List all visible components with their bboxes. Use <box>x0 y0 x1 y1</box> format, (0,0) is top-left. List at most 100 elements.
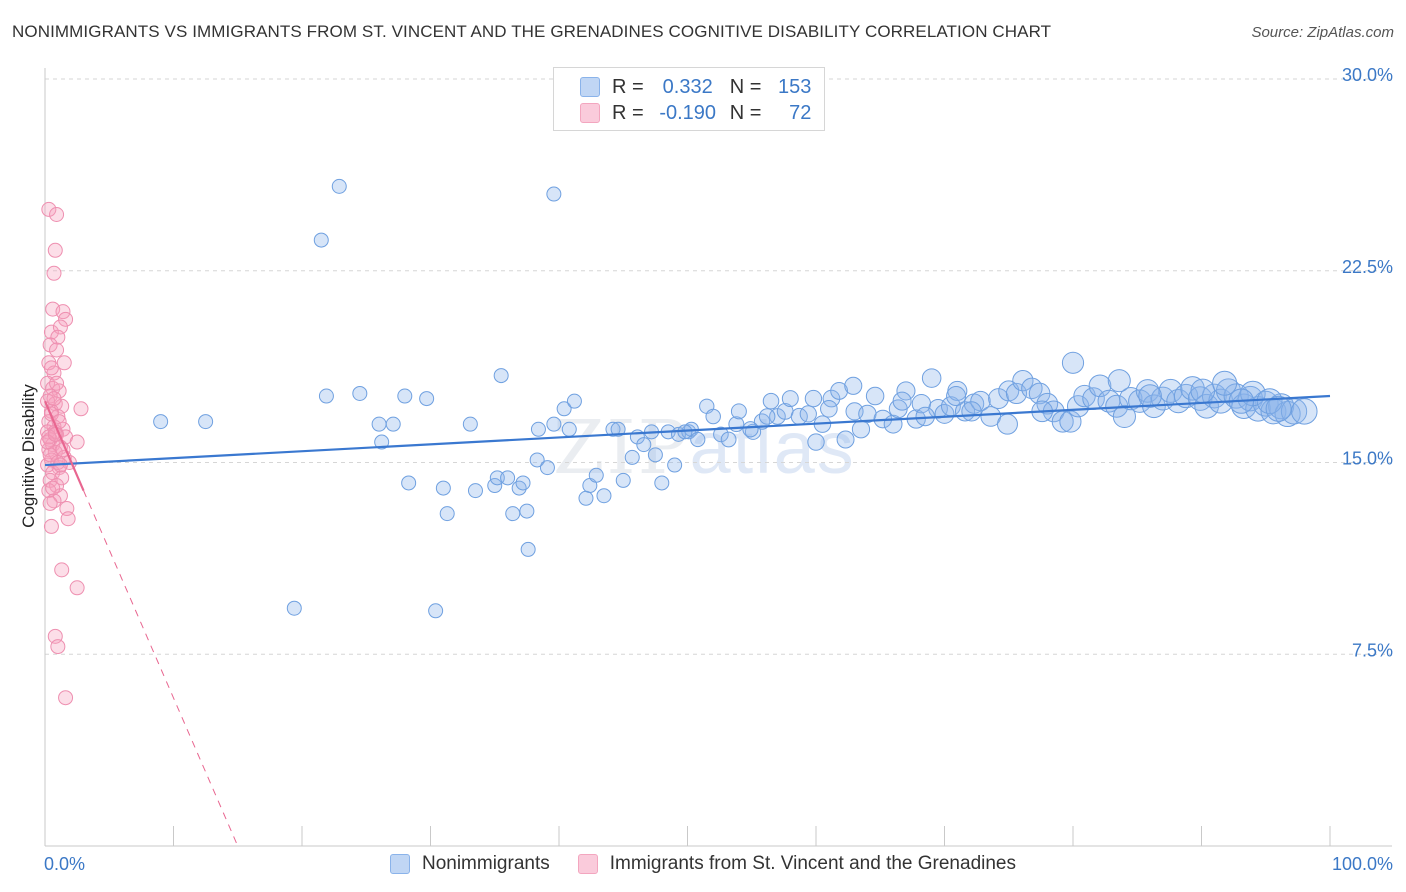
y-tick-label: 15.0% <box>1342 449 1393 469</box>
data-point-nonimmigrant <box>529 452 545 468</box>
data-point-nonimmigrant <box>830 381 849 400</box>
data-point-nonimmigrant <box>1012 370 1034 392</box>
data-point-nonimmigrant <box>556 401 572 417</box>
data-point-nonimmigrant <box>605 421 621 437</box>
correlation-legend: R = 0.332 N = 153 R = -0.190 N = 72 <box>553 67 825 131</box>
legend-n-value: 153 <box>778 75 812 98</box>
data-point-nonimmigrant <box>371 416 387 432</box>
data-point-nonimmigrant <box>153 414 169 430</box>
data-point-nonimmigrant <box>519 503 535 519</box>
data-point-nonimmigrant <box>198 414 214 430</box>
data-point-immigrant <box>43 518 59 534</box>
data-point-immigrant <box>46 391 62 407</box>
data-point-nonimmigrant <box>946 386 967 407</box>
trend-line-immigrants <box>83 490 239 847</box>
data-point-nonimmigrant <box>896 381 916 401</box>
data-point-immigrant <box>42 495 58 511</box>
data-point-nonimmigrant <box>374 434 390 450</box>
data-point-immigrant <box>43 360 59 376</box>
data-point-nonimmigrant <box>467 483 483 499</box>
legend-n-label: N = <box>729 75 762 98</box>
series-legend: Nonimmigrants Immigrants from St. Vincen… <box>0 851 1406 877</box>
legend-n-label: N = <box>729 101 762 124</box>
legend-row-nonimmigrants: R = 0.332 N = 153 <box>580 74 811 100</box>
data-point-nonimmigrant <box>804 389 823 408</box>
data-point-nonimmigrant <box>419 391 435 407</box>
source-label: Source: ZipAtlas.com <box>1251 24 1394 41</box>
data-point-immigrant <box>45 480 61 496</box>
data-point-nonimmigrant <box>313 232 329 248</box>
data-point-nonimmigrant <box>1194 393 1219 419</box>
trend-line-nonimmigrants <box>44 394 1331 467</box>
data-point-nonimmigrant <box>331 178 347 194</box>
y-tick-label: 22.5% <box>1342 257 1393 277</box>
data-point-immigrant <box>46 265 62 281</box>
data-point-immigrant <box>60 511 76 527</box>
data-point-nonimmigrant <box>961 401 982 422</box>
data-point-nonimmigrant <box>996 413 1018 435</box>
data-point-nonimmigrant <box>1158 378 1183 403</box>
trend-lines <box>43 394 1331 847</box>
data-point-nonimmigrant <box>758 408 776 425</box>
legend-label-nonimmigrants: Nonimmigrants <box>421 853 550 874</box>
data-point-nonimmigrant <box>505 506 521 522</box>
data-point-immigrant <box>54 562 70 578</box>
data-point-nonimmigrant <box>462 416 478 432</box>
data-point-nonimmigrant <box>401 475 417 491</box>
data-point-nonimmigrant <box>615 472 631 488</box>
data-point-nonimmigrant <box>1061 351 1085 374</box>
data-point-nonimmigrant <box>1265 395 1292 422</box>
data-point-immigrant <box>49 375 65 391</box>
data-point-nonimmigrant <box>1180 376 1205 401</box>
legend-swatch-pink <box>580 103 600 123</box>
data-point-nonimmigrant <box>799 405 817 423</box>
legend-row-immigrants: R = -0.190 N = 72 <box>580 100 811 126</box>
data-point-nonimmigrant <box>934 404 955 424</box>
data-point-immigrant <box>56 355 72 371</box>
data-point-nonimmigrant <box>439 506 455 522</box>
data-point-immigrant <box>69 580 85 596</box>
data-point-nonimmigrant <box>865 386 885 406</box>
data-point-nonimmigrant <box>385 416 401 432</box>
data-point-immigrant <box>58 311 74 327</box>
data-point-nonimmigrant <box>428 603 444 619</box>
data-point-nonimmigrant <box>352 385 368 401</box>
data-point-immigrant <box>69 434 85 450</box>
data-point-nonimmigrant <box>705 408 721 425</box>
data-point-nonimmigrant <box>762 392 780 410</box>
data-point-nonimmigrant <box>610 421 626 437</box>
data-point-nonimmigrant <box>397 388 413 404</box>
data-point-nonimmigrant <box>636 437 652 453</box>
y-axis-title: Cognitive Disability <box>19 384 38 528</box>
data-point-nonimmigrant <box>561 421 577 437</box>
data-point-nonimmigrant <box>435 480 451 496</box>
data-point-nonimmigrant <box>654 475 670 491</box>
data-point-nonimmigrant <box>493 368 509 384</box>
legend-r-label: R = <box>612 101 644 124</box>
data-point-immigrant <box>58 690 74 706</box>
data-point-immigrant <box>54 470 70 486</box>
legend-swatch-blue <box>580 77 600 97</box>
data-point-nonimmigrant <box>539 460 555 476</box>
data-point-nonimmigrant <box>988 388 1009 409</box>
data-point-immigrant <box>40 434 56 450</box>
x-tick-label: 100.0% <box>1332 854 1393 874</box>
legend-label-immigrants: Immigrants from St. Vincent and the Gren… <box>609 853 1016 874</box>
legend-item-nonimmigrants: Nonimmigrants <box>389 853 550 875</box>
data-point-nonimmigrant <box>667 457 683 473</box>
data-point-nonimmigrant <box>530 421 546 437</box>
nonimmigrants-points <box>153 178 1318 619</box>
data-point-nonimmigrant <box>807 433 825 451</box>
data-point-nonimmigrant <box>730 403 747 420</box>
data-point-immigrant <box>73 401 89 417</box>
data-point-nonimmigrant <box>690 431 706 448</box>
data-point-nonimmigrant <box>1291 398 1318 425</box>
data-point-nonimmigrant <box>318 388 334 404</box>
data-point-nonimmigrant <box>844 376 863 395</box>
data-point-immigrant <box>50 455 66 470</box>
data-point-nonimmigrant <box>578 490 594 506</box>
data-point-nonimmigrant <box>546 416 562 432</box>
data-point-immigrant <box>49 342 65 358</box>
data-point-immigrant <box>42 447 58 463</box>
